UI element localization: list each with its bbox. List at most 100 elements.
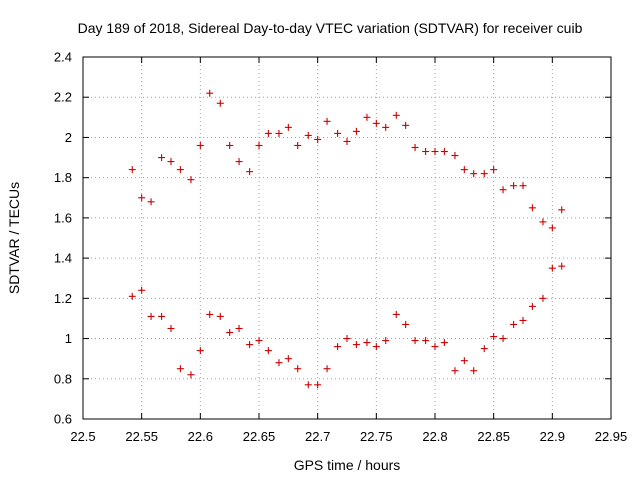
data-point — [352, 127, 360, 135]
data-point — [264, 129, 272, 137]
data-point — [431, 148, 439, 156]
x-axis-label: GPS time / hours — [294, 457, 401, 473]
data-point — [246, 341, 254, 349]
data-point — [558, 206, 566, 214]
data-point — [363, 339, 371, 347]
data-point — [264, 347, 272, 355]
data-point — [147, 198, 155, 206]
data-point — [275, 129, 283, 137]
data-point — [226, 141, 234, 149]
data-point — [167, 325, 175, 332]
x-tick-label: 22.6 — [188, 429, 213, 444]
data-point — [187, 371, 195, 379]
data-point — [294, 141, 302, 149]
data-point — [460, 166, 468, 174]
data-points — [128, 89, 566, 389]
y-tick-label: 1.6 — [54, 210, 72, 225]
y-tick-label: 0.8 — [54, 371, 72, 386]
data-point — [352, 341, 360, 349]
data-point — [196, 347, 204, 355]
data-point — [382, 123, 390, 131]
data-point — [519, 316, 527, 324]
data-point — [216, 312, 224, 320]
data-point — [206, 89, 214, 97]
data-point — [460, 357, 468, 365]
plot-frame — [82, 56, 612, 420]
data-point — [304, 381, 312, 389]
data-point — [158, 154, 166, 162]
data-point — [255, 141, 263, 149]
data-point — [392, 310, 400, 318]
data-point — [490, 333, 498, 341]
data-point — [304, 131, 312, 139]
data-point — [363, 113, 371, 121]
data-point — [235, 325, 243, 332]
y-tick-label: 2.4 — [54, 50, 72, 65]
data-point — [431, 343, 439, 351]
x-tick-label: 22.8 — [422, 429, 447, 444]
y-tick-label: 1.8 — [54, 170, 72, 185]
data-point — [470, 367, 478, 375]
data-point — [411, 144, 419, 151]
data-point — [314, 381, 322, 389]
data-point — [440, 339, 448, 347]
y-tick-label: 0.6 — [54, 412, 72, 427]
x-tick-label: 22.95 — [595, 429, 628, 444]
data-point — [343, 137, 351, 145]
data-point — [275, 359, 283, 367]
chart-title: Day 189 of 2018, Sidereal Day-to-day VTE… — [78, 20, 583, 36]
data-point — [528, 302, 536, 310]
data-point — [147, 312, 155, 320]
x-tick-label: 22.5 — [70, 429, 95, 444]
data-point — [548, 224, 556, 232]
data-point — [187, 176, 195, 184]
data-point — [246, 168, 254, 176]
data-point — [451, 367, 459, 375]
data-point — [138, 194, 146, 202]
data-point — [323, 117, 331, 125]
data-point — [470, 170, 478, 178]
data-point — [167, 158, 175, 166]
data-point — [128, 166, 136, 174]
x-tick-label: 22.85 — [477, 429, 510, 444]
data-point — [499, 335, 507, 343]
x-axis-ticks: 22.5 22.55 22.6 22.65 22.7 22.75 22.8 22.85 22.9… — [70, 57, 627, 444]
data-point — [284, 355, 292, 363]
data-point — [392, 111, 400, 119]
data-point — [334, 129, 342, 137]
data-point — [334, 343, 342, 351]
data-point — [499, 186, 507, 194]
data-point — [510, 320, 518, 328]
data-point — [226, 329, 234, 337]
data-point — [411, 337, 419, 345]
y-tick-label: 1 — [65, 331, 72, 346]
data-point — [216, 99, 224, 107]
y-axis-label: SDTVAR / TECUs — [6, 182, 22, 294]
data-point — [235, 158, 243, 166]
data-point — [138, 286, 146, 294]
data-point — [422, 337, 430, 345]
x-tick-label: 22.9 — [540, 429, 565, 444]
data-point — [402, 121, 410, 129]
x-tick-label: 22.55 — [125, 429, 158, 444]
data-point — [382, 337, 390, 345]
data-point — [294, 365, 302, 373]
data-point — [422, 148, 430, 156]
x-tick-label: 22.65 — [243, 429, 276, 444]
data-point — [539, 294, 547, 302]
data-point — [480, 170, 488, 178]
data-point — [558, 262, 566, 270]
x-tick-label: 22.7 — [305, 429, 330, 444]
data-point — [528, 204, 536, 212]
y-tick-label: 1.4 — [54, 251, 72, 266]
data-point — [314, 135, 322, 143]
grid-lines — [83, 57, 611, 419]
data-point — [372, 343, 380, 351]
y-tick-label: 2.2 — [54, 90, 72, 105]
data-point — [176, 166, 184, 174]
data-point — [548, 264, 556, 272]
data-point — [206, 310, 214, 318]
data-point — [196, 141, 204, 149]
data-point — [255, 337, 263, 345]
